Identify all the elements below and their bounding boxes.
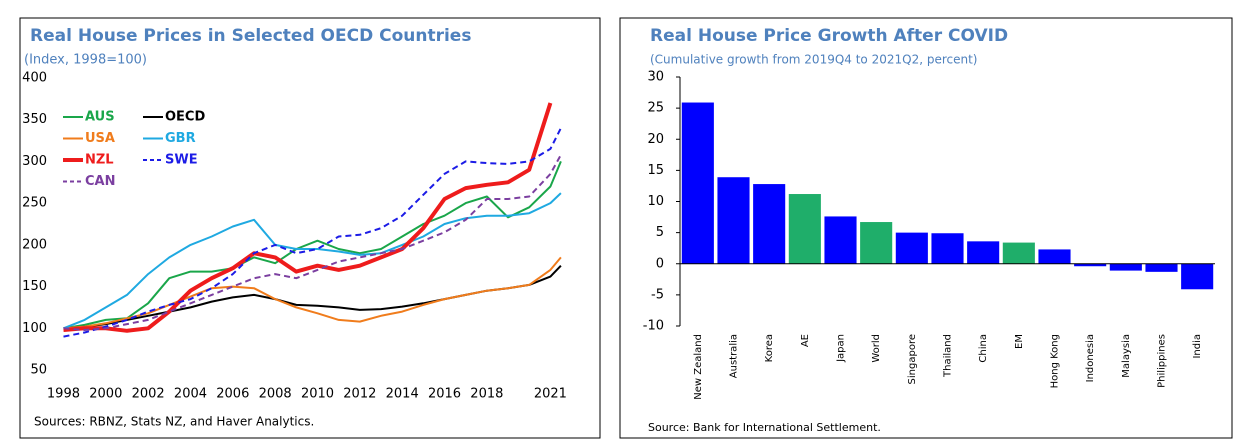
x-tick-label: EM xyxy=(1014,334,1025,349)
series-line xyxy=(63,256,562,330)
source-note: Source: Bank for International Settlemen… xyxy=(648,421,881,434)
legend-label: GBR xyxy=(165,131,196,146)
x-tick-label: Malaysia xyxy=(1121,334,1132,378)
bar xyxy=(931,233,964,264)
x-tick-label: Japan xyxy=(836,334,847,363)
bar xyxy=(681,102,714,264)
legend-label: NZL xyxy=(85,153,114,168)
y-tick-label: 100 xyxy=(22,321,47,336)
x-tick-label: 1998 xyxy=(47,387,80,402)
x-tick-label: 2006 xyxy=(216,387,249,402)
x-tick-label: Philippines xyxy=(1157,334,1168,388)
y-tick-label: 250 xyxy=(22,196,47,211)
bar xyxy=(1074,263,1107,267)
chart-subtitle: (Index, 1998=100) xyxy=(24,53,147,68)
series-line xyxy=(63,161,562,330)
bar xyxy=(753,184,786,264)
bar xyxy=(860,222,893,264)
bar xyxy=(895,232,928,264)
series-line xyxy=(63,102,553,333)
x-tick-label: 2008 xyxy=(259,387,292,402)
legend-label: AUS xyxy=(85,110,115,125)
left-panel xyxy=(19,17,601,439)
x-tick-label: 2004 xyxy=(174,387,207,402)
y-tick-label: 300 xyxy=(22,154,47,169)
x-tick-label: 2010 xyxy=(301,387,334,402)
bar xyxy=(1038,249,1071,264)
x-tick-label: Indonesia xyxy=(1085,334,1096,382)
chart-title: Real House Prices in Selected OECD Count… xyxy=(30,26,471,46)
series-line xyxy=(63,265,562,330)
bar xyxy=(788,194,821,264)
bar xyxy=(824,216,857,264)
y-tick-label: 15 xyxy=(647,163,664,178)
x-tick-label: 2018 xyxy=(470,387,503,402)
y-tick-label: 50 xyxy=(30,363,47,378)
x-tick-label: Thailand xyxy=(943,334,954,378)
y-tick-label: -10 xyxy=(643,319,664,334)
x-tick-label: China xyxy=(978,334,989,363)
y-tick-label: 150 xyxy=(22,279,47,294)
legend-label: USA xyxy=(85,131,115,146)
bar xyxy=(1109,263,1142,271)
y-tick-label: 0 xyxy=(656,256,664,271)
chart-subtitle: (Cumulative growth from 2019Q4 to 2021Q2… xyxy=(650,53,977,67)
series-line xyxy=(63,154,562,331)
x-tick-label: 2002 xyxy=(132,387,165,402)
bar xyxy=(1002,242,1035,264)
y-tick-label: 350 xyxy=(22,112,47,127)
legend-label: OECD xyxy=(165,110,205,125)
legend-label: SWE xyxy=(165,153,198,168)
source-note: Sources: RBNZ, Stats NZ, and Haver Analy… xyxy=(34,415,314,429)
bar xyxy=(1181,263,1214,290)
x-tick-label: Singapore xyxy=(907,334,918,384)
x-tick-label: New Zealand xyxy=(693,334,704,400)
bar xyxy=(967,241,1000,264)
y-tick-label: 25 xyxy=(647,101,664,116)
x-tick-label: 2021 xyxy=(534,387,567,402)
x-tick-label: 2000 xyxy=(89,387,122,402)
y-tick-label: -5 xyxy=(651,287,664,302)
y-tick-label: 20 xyxy=(647,132,664,147)
legend-label: CAN xyxy=(85,174,115,189)
x-tick-label: 2016 xyxy=(428,387,461,402)
y-tick-label: 400 xyxy=(22,71,47,86)
bar xyxy=(717,177,750,264)
series-line xyxy=(63,192,562,330)
x-tick-label: 2014 xyxy=(386,387,419,402)
bar xyxy=(1145,263,1178,272)
chart-title: Real House Price Growth After COVID xyxy=(650,26,1008,46)
y-tick-label: 10 xyxy=(647,194,664,209)
x-tick-label: World xyxy=(871,334,882,363)
x-tick-label: 2012 xyxy=(343,387,376,402)
y-tick-label: 200 xyxy=(22,237,47,252)
x-tick-label: Hong Kong xyxy=(1050,334,1061,388)
y-tick-label: 5 xyxy=(656,225,664,240)
right-panel xyxy=(619,17,1233,439)
x-tick-label: AE xyxy=(800,334,811,347)
x-tick-label: Korea xyxy=(764,334,775,362)
y-tick-label: 30 xyxy=(647,70,664,85)
x-tick-label: India xyxy=(1192,334,1203,359)
x-tick-label: Australia xyxy=(729,334,740,378)
